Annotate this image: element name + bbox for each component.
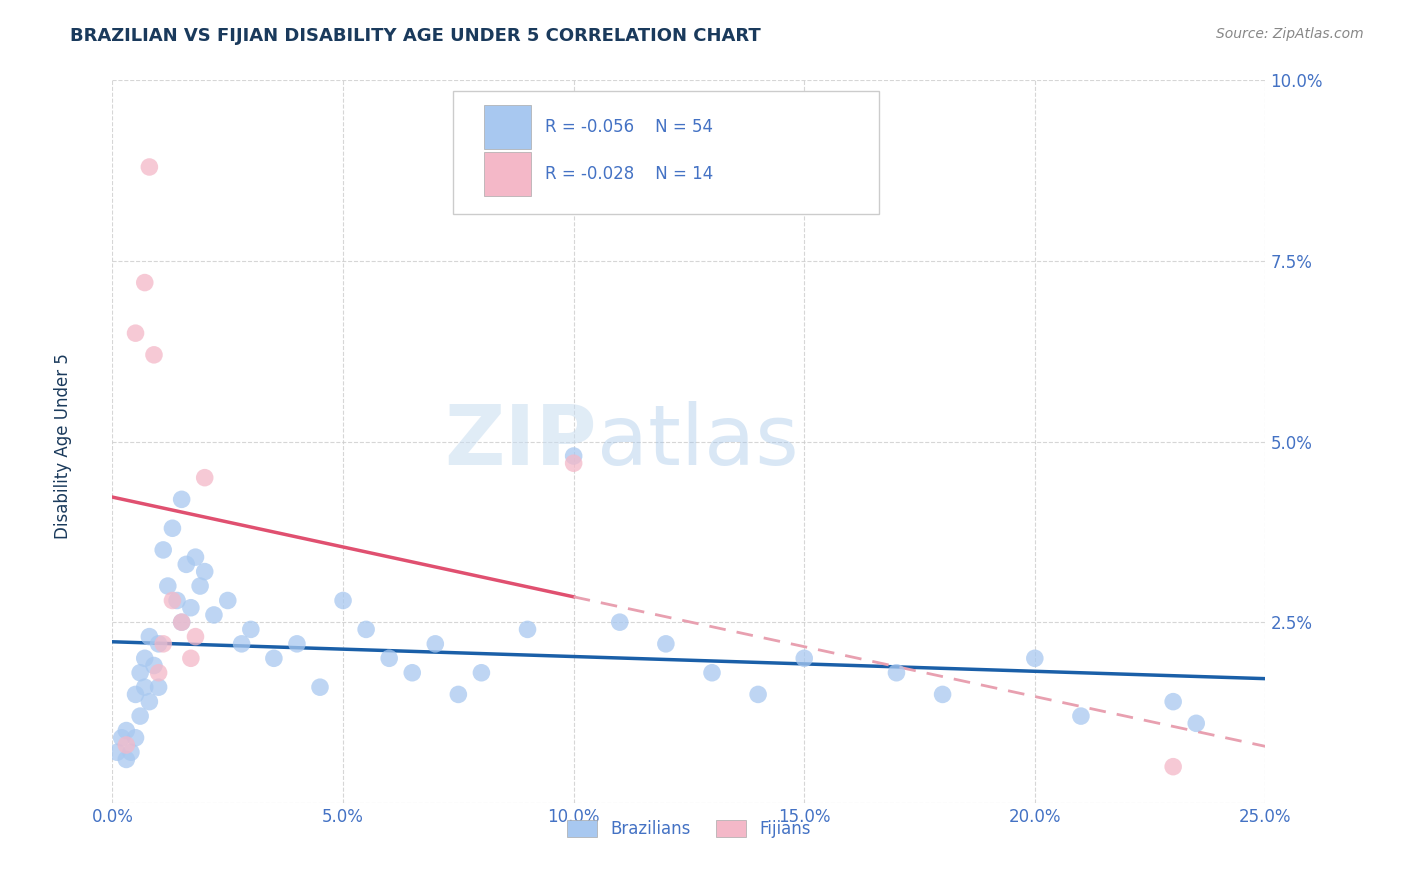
Point (129, 665, 152, 680)
Point (332, 593, 354, 607)
Point (162, 593, 184, 607)
Point (886, 665, 908, 680)
Point (138, 630, 160, 644)
Point (425, 637, 447, 651)
Point (134, 651, 156, 665)
Text: R = -0.028    N = 14: R = -0.028 N = 14 (546, 165, 713, 183)
Point (134, 680, 156, 694)
Point (148, 680, 170, 694)
FancyBboxPatch shape (453, 91, 879, 214)
Point (129, 709, 152, 723)
Text: atlas: atlas (596, 401, 799, 482)
Point (152, 637, 174, 651)
Text: R = -0.056    N = 54: R = -0.056 N = 54 (546, 119, 713, 136)
Point (184, 550, 207, 565)
Text: Source: ZipAtlas.com: Source: ZipAtlas.com (1216, 27, 1364, 41)
Point (148, 637, 170, 651)
Point (148, 665, 170, 680)
Point (120, 745, 142, 759)
Point (700, 665, 723, 680)
Point (180, 651, 202, 665)
Point (152, 542, 174, 557)
Point (138, 160, 160, 174)
Point (124, 326, 146, 340)
Text: BRAZILIAN VS FIJIAN DISABILITY AGE UNDER 5 CORRELATION CHART: BRAZILIAN VS FIJIAN DISABILITY AGE UNDER… (70, 27, 761, 45)
Point (231, 637, 253, 651)
Point (401, 665, 423, 680)
Point (470, 665, 492, 680)
Point (194, 565, 217, 579)
Point (156, 579, 179, 593)
Point (194, 471, 217, 485)
Point (263, 651, 285, 665)
Point (285, 637, 308, 651)
Point (124, 731, 146, 745)
FancyBboxPatch shape (484, 153, 531, 196)
Point (378, 651, 401, 665)
Point (111, 731, 134, 745)
Point (239, 623, 262, 637)
Point (354, 623, 377, 637)
Point (105, 745, 128, 759)
Text: Disability Age Under 5: Disability Age Under 5 (55, 353, 72, 539)
Point (309, 680, 332, 694)
Point (124, 687, 146, 701)
Point (447, 687, 470, 701)
Point (184, 630, 207, 644)
Point (562, 449, 585, 463)
Point (115, 723, 138, 738)
Point (562, 456, 585, 470)
Point (138, 695, 160, 709)
Point (793, 651, 815, 665)
Point (170, 615, 193, 630)
Point (188, 579, 211, 593)
Point (170, 615, 193, 630)
Point (655, 637, 678, 651)
Point (134, 276, 156, 290)
Point (170, 492, 193, 507)
FancyBboxPatch shape (484, 105, 531, 149)
Point (1024, 651, 1046, 665)
Point (1070, 709, 1092, 723)
Point (166, 593, 188, 607)
Point (516, 623, 538, 637)
Point (115, 738, 138, 752)
Point (1161, 760, 1184, 774)
Point (143, 348, 166, 362)
Point (217, 593, 239, 607)
Point (115, 752, 138, 766)
Point (1161, 695, 1184, 709)
Point (202, 607, 225, 622)
Point (931, 687, 953, 701)
Text: ZIP: ZIP (444, 401, 596, 482)
Point (1185, 716, 1208, 731)
Point (143, 658, 166, 673)
Legend: Brazilians, Fijians: Brazilians, Fijians (561, 814, 817, 845)
Point (747, 687, 769, 701)
Point (180, 600, 202, 615)
Point (609, 615, 631, 630)
Point (162, 521, 184, 535)
Point (174, 558, 197, 572)
